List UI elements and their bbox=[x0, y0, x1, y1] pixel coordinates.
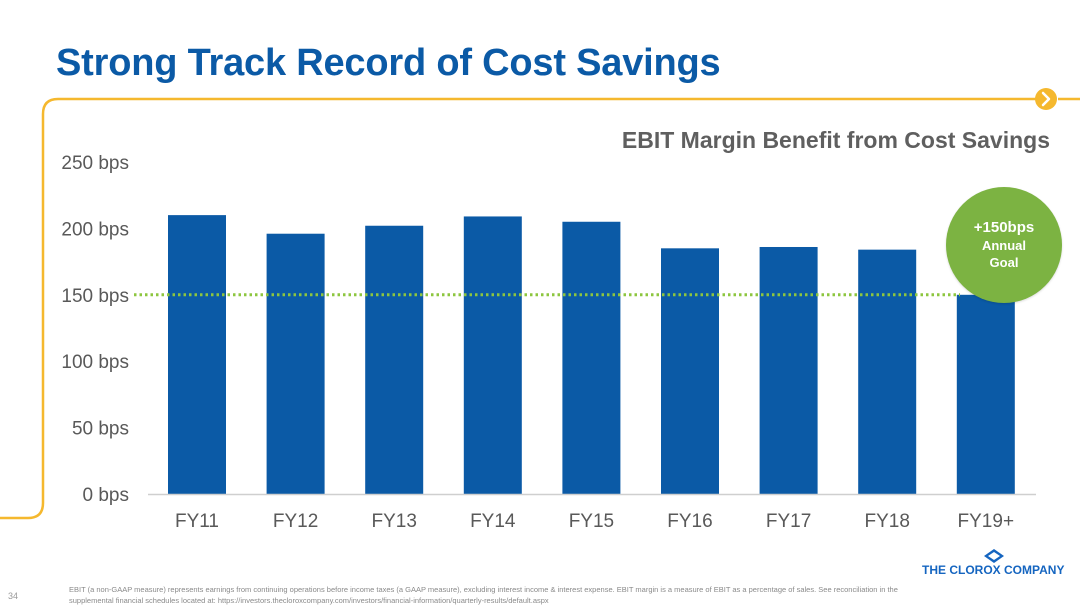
goal-value: +150bps bbox=[973, 219, 1035, 236]
y-tick-label: 100 bps bbox=[61, 352, 129, 373]
page-title: Strong Track Record of Cost Savings bbox=[56, 42, 721, 84]
bar-fy15 bbox=[562, 221, 621, 494]
bar-fy17 bbox=[759, 246, 818, 494]
x-tick-label: FY16 bbox=[667, 511, 712, 532]
x-tick-label: FY12 bbox=[273, 511, 318, 532]
bar-fy14 bbox=[463, 216, 522, 494]
x-tick-label: FY17 bbox=[766, 511, 811, 532]
y-tick-label: 200 bps bbox=[61, 219, 129, 240]
goal-label-annual: Annual bbox=[981, 238, 1027, 253]
x-tick-label: FY11 bbox=[175, 511, 219, 532]
x-tick-label: FY19+ bbox=[958, 511, 1015, 532]
bar-fy16 bbox=[661, 248, 719, 494]
bar-fy12 bbox=[266, 233, 325, 494]
annual-goal-badge: +150bps Annual Goal bbox=[946, 187, 1062, 303]
bar-fy18 bbox=[858, 249, 917, 494]
company-logo: THE CLOROX COMPANY bbox=[922, 549, 1065, 579]
x-tick-label: FY18 bbox=[864, 511, 909, 532]
y-tick-label: 50 bps bbox=[72, 419, 129, 440]
x-tick-label: FY13 bbox=[371, 511, 416, 532]
x-tick-label: FY14 bbox=[470, 511, 516, 532]
x-tick-label: FY15 bbox=[569, 511, 614, 532]
goal-label-goal: Goal bbox=[989, 255, 1019, 270]
y-tick-label: 0 bps bbox=[83, 485, 129, 506]
y-tick-label: 150 bps bbox=[61, 286, 129, 307]
y-tick-label: 250 bps bbox=[61, 153, 129, 174]
bar-fy19-plus bbox=[956, 294, 1015, 494]
chart-title: EBIT Margin Benefit from Cost Savings bbox=[621, 127, 1050, 153]
footnote: EBIT (a non-GAAP measure) represents ear… bbox=[69, 585, 898, 605]
company-logo-text: THE CLOROX COMPANY bbox=[922, 563, 1065, 577]
page-number: 34 bbox=[8, 591, 19, 601]
diamond-logo-icon bbox=[984, 549, 1004, 563]
bar-fy13 bbox=[365, 225, 424, 494]
bar-fy11 bbox=[168, 215, 226, 494]
